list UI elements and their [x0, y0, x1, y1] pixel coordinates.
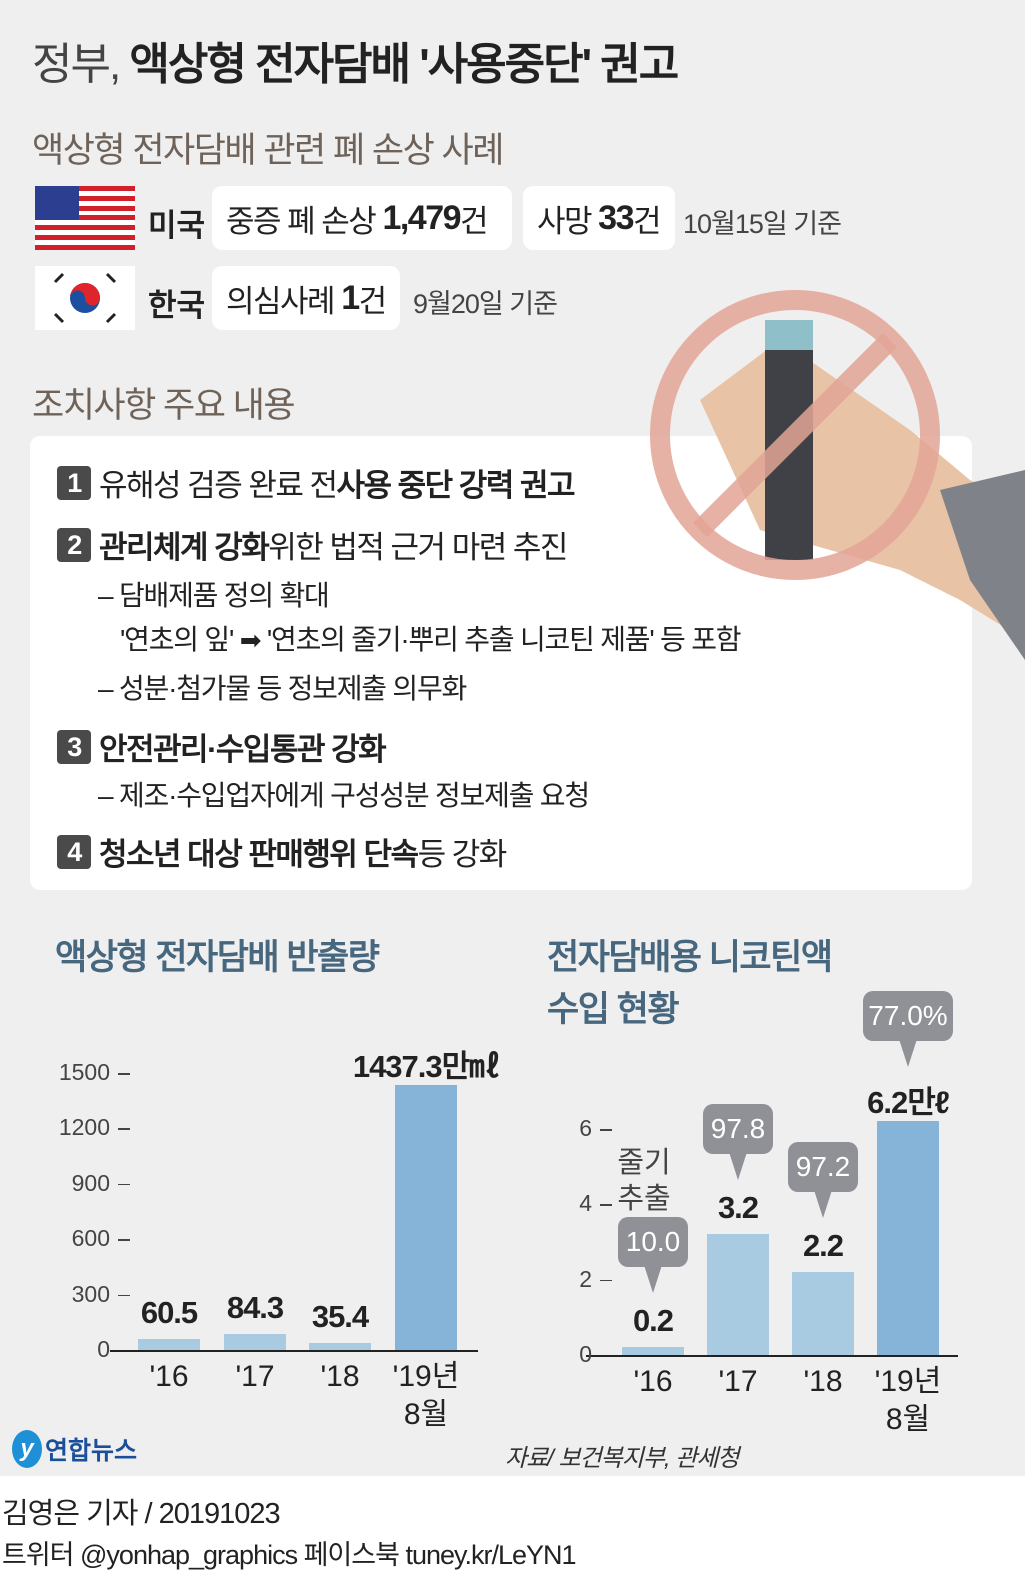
chart2-bar: [792, 1272, 854, 1355]
chart1-y-tick-mark: [118, 1128, 130, 1130]
chart2-annotation-bubble: 97.8: [703, 1104, 773, 1181]
measure-2-sub-1: – 담배제품 정의 확대: [98, 580, 330, 611]
cases-heading: 액상형 전자담배 관련 폐 손상 사례: [32, 131, 504, 170]
chart2-y-tick-mark: [600, 1129, 612, 1131]
chart1-y-tick-label: 1200: [58, 1114, 110, 1141]
korea-label: 한국: [148, 288, 206, 323]
chart2-x-axis: [586, 1355, 958, 1357]
chart1-bar: [138, 1338, 200, 1350]
measure-2-sub-3: – 성분·첨가물 등 정보제출 의무화: [98, 673, 467, 704]
chart2-value-label: 2.2: [802, 1228, 844, 1264]
page-title: 정부, 액상형 전자담배 '사용중단' 권고: [32, 40, 679, 89]
chart1-y-tick-label: 300: [71, 1280, 110, 1307]
chart1-y-tick-mark: [118, 1239, 130, 1241]
chart2-bar: [877, 1121, 939, 1355]
chart2-x-label: '18: [803, 1365, 843, 1398]
us-death-box: 사망 33 건: [523, 186, 675, 250]
chart2-y-tick-label: 6: [579, 1115, 592, 1141]
korea-date-note: 9월20일 기준: [413, 289, 558, 319]
no-vape-illustration: [650, 290, 1025, 660]
social-links: 트위터 @yonhap_graphics 페이스북 tuney.kr/LeYN1: [2, 1540, 577, 1570]
chart1-x-label: '18: [320, 1360, 360, 1393]
chart1-y-tick-label: 0: [97, 1336, 110, 1362]
chart2-y-tick-mark: [600, 1279, 612, 1282]
chart2-y-tick-label: 4: [579, 1190, 592, 1217]
byline: 김영은 기자 / 20191023: [2, 1498, 281, 1530]
korea-flag-icon: [35, 266, 135, 330]
chart1-value-label: 35.4: [311, 1299, 369, 1335]
chart2-bar: [622, 1347, 684, 1355]
measure-item-2: 2 관리체계 강화 위한 법적 근거 마련 추진: [57, 522, 568, 567]
chart2-title: 전자담배용 니코틴액 수입 현황: [547, 938, 833, 1029]
chart2-x-label: '19년 8월: [874, 1365, 942, 1436]
chart1-y-tick-mark: [118, 1183, 130, 1186]
chart2-value-label: 3.2: [717, 1190, 759, 1226]
arrow-right-icon: ➡: [239, 625, 262, 655]
stem-extract-label: 줄기 추출: [617, 1147, 671, 1215]
chart1-y-tick-mark: [118, 1294, 130, 1297]
chart2-x-label: '17: [718, 1365, 758, 1398]
chart1-value-label: 1437.3만㎖: [352, 1048, 500, 1084]
chart1-bar: [309, 1343, 371, 1350]
chart1-x-axis: [110, 1350, 478, 1352]
chart2-bar: [707, 1234, 769, 1355]
measure-item-4: 4 청소년 대상 판매행위 단속 등 강화: [57, 829, 507, 874]
us-flag-icon: [35, 186, 135, 250]
chart2-y-tick-label: 0: [579, 1341, 592, 1367]
chart2-y-tick-label: 2: [579, 1265, 592, 1292]
chart1-y-tick-label: 1500: [58, 1059, 110, 1085]
yonhap-logo-icon: y: [12, 1430, 42, 1468]
source-note: 자료/ 보건복지부, 관세청: [505, 1445, 739, 1472]
us-lung-injury-box: 중증 폐 손상 1,479 건: [212, 186, 512, 250]
measures-heading: 조치사항 주요 내용: [32, 386, 296, 425]
measure-item-3: 3 안전관리·수입통관 강화: [57, 724, 387, 769]
yonhap-logo: y 연합뉴스: [12, 1430, 137, 1468]
us-date-note: 10월15일 기준: [683, 209, 842, 239]
chart1-x-label: '19년 8월: [392, 1360, 460, 1431]
us-label: 미국: [148, 208, 206, 243]
chart2-annotation-bubble: 10.0: [618, 1217, 688, 1294]
chart1-x-label: '17: [235, 1360, 275, 1393]
measure-2-sub-2: '연초의 잎' ➡ '연초의 줄기·뿌리 추출 니코틴 제품' 등 포함: [120, 624, 742, 655]
chart1-x-label: '16: [149, 1360, 189, 1393]
chart1-y-tick-mark: [118, 1073, 130, 1075]
chart2-x-label: '16: [633, 1365, 673, 1398]
measure-3-sub-1: – 제조·수입업자에게 구성성분 정보제출 요청: [98, 780, 590, 811]
chart2-value-label: 6.2만ℓ: [867, 1085, 950, 1121]
chart1-value-label: 84.3: [226, 1290, 284, 1326]
chart1-title: 액상형 전자담배 반출량: [55, 938, 380, 977]
chart1-y-tick-label: 900: [71, 1169, 110, 1196]
chart1-y-tick-label: 600: [71, 1225, 110, 1252]
chart1-bar: [395, 1084, 457, 1350]
chart2-y-tick-mark: [600, 1204, 612, 1206]
measure-item-1: 1 유해성 검증 완료 전 사용 중단 강력 권고: [57, 460, 575, 505]
chart1-value-label: 60.5: [140, 1294, 198, 1330]
chart2-annotation-bubble: 97.2: [788, 1142, 858, 1219]
chart2-value-label: 0.2: [632, 1303, 674, 1339]
chart1-bar: [224, 1334, 286, 1350]
chart2-annotation-bubble: 77.0%: [863, 991, 953, 1068]
